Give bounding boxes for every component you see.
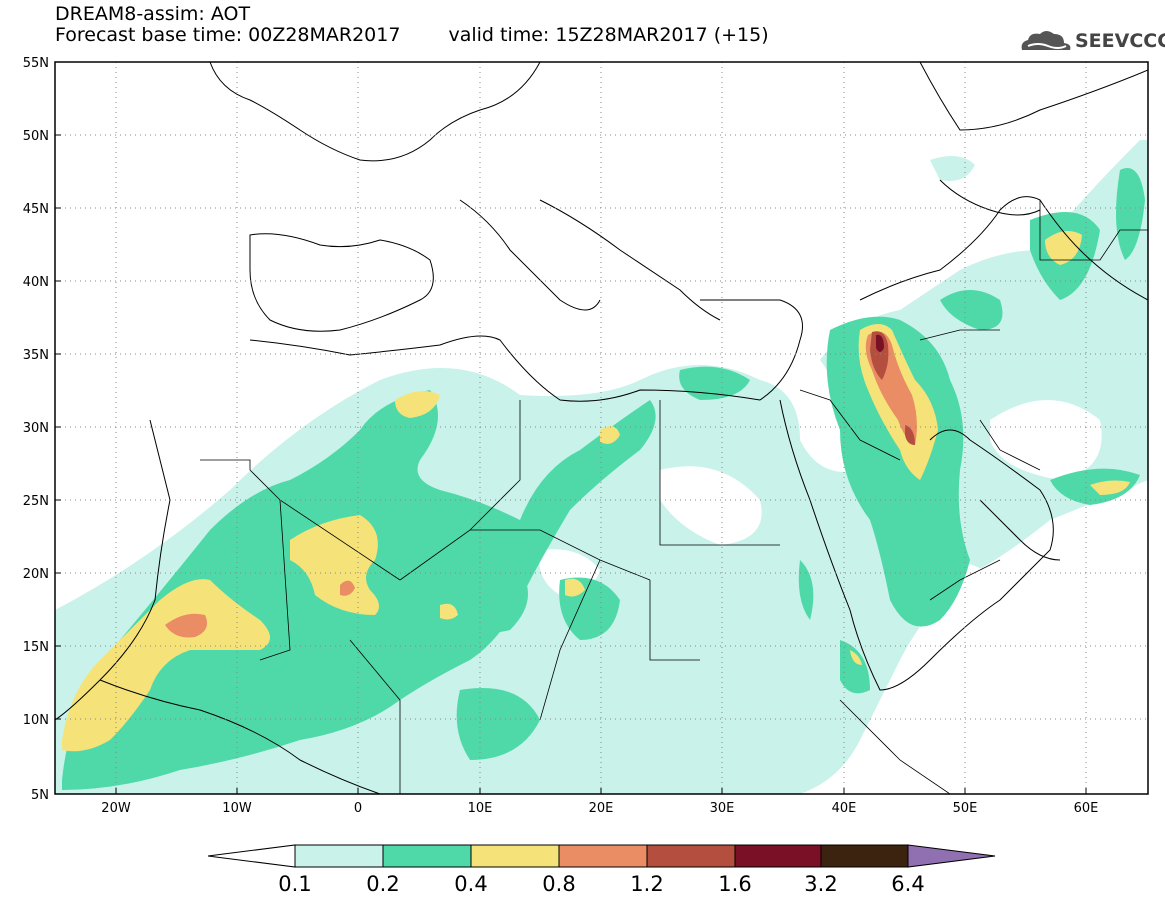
time-line: Forecast base time: 00Z28MAR2017 valid ti… — [55, 25, 769, 46]
lat-label: 50N — [23, 129, 49, 144]
lon-label: 40E — [832, 801, 857, 816]
legend-label: 0.8 — [542, 872, 575, 896]
lat-label: 30N — [23, 421, 49, 436]
lon-label: 60E — [1074, 801, 1099, 816]
lon-label: 10W — [222, 801, 252, 816]
valid-time-label: valid time: 15Z28MAR2017 (+15) — [448, 24, 769, 46]
lon-label: 20W — [101, 801, 131, 816]
legend-label: 0.4 — [454, 872, 487, 896]
legend-label: 6.4 — [891, 872, 924, 896]
lon-label: 30E — [710, 801, 735, 816]
legend-label: 3.2 — [804, 872, 837, 896]
map-title: DREAM8-assim: AOT — [55, 3, 251, 25]
legend-label: 0.2 — [366, 872, 399, 896]
legend-swatch — [470, 844, 560, 868]
coastlines — [55, 62, 1148, 794]
base-time-label: Forecast base time: 00Z28MAR2017 — [55, 24, 401, 46]
lat-label: 15N — [23, 640, 49, 655]
lat-label: 10N — [23, 713, 49, 728]
lon-label: 10E — [468, 801, 493, 816]
lat-label: 55N — [23, 56, 49, 71]
grid-lines — [55, 62, 1148, 794]
legend-colorbar — [207, 844, 996, 868]
legend-swatch-below — [207, 844, 296, 868]
lat-label: 25N — [23, 494, 49, 509]
cloud-logo-icon — [1021, 31, 1071, 50]
axis-ticks — [55, 61, 1087, 795]
legend-swatch — [294, 844, 384, 868]
logo-text: SEEVCCC — [1075, 30, 1165, 52]
lon-label: 50E — [953, 801, 978, 816]
lat-label: 35N — [23, 348, 49, 363]
lat-label: 40N — [23, 275, 49, 290]
legend-label: 1.6 — [718, 872, 751, 896]
legend-swatch — [558, 844, 648, 868]
legend-label: 1.2 — [630, 872, 663, 896]
legend-swatch — [382, 844, 472, 868]
legend-swatch — [646, 844, 736, 868]
lat-label: 45N — [23, 202, 49, 217]
map-header: DREAM8-assim: AOT Forecast base time: 00… — [55, 4, 769, 46]
lon-label: 0 — [354, 801, 362, 816]
lat-label: 5N — [31, 788, 49, 803]
lat-label: 20N — [23, 567, 49, 582]
legend-swatch-above — [907, 844, 996, 868]
legend-label: 0.1 — [278, 872, 311, 896]
legend-swatch — [820, 844, 909, 868]
legend-swatch — [734, 844, 822, 868]
lon-label: 20E — [589, 801, 614, 816]
